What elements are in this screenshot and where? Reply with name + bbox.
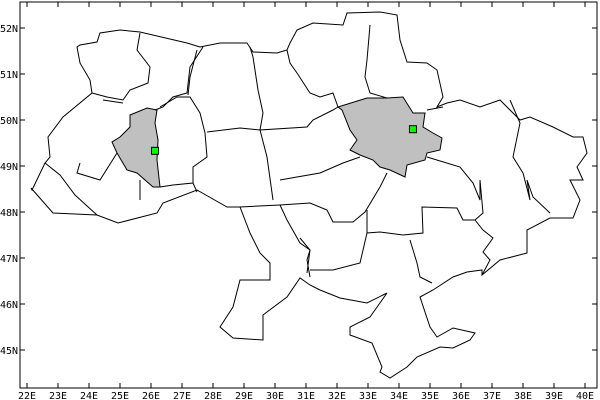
y-tick-label: 49N (0, 162, 18, 173)
x-tick-label: 31E (297, 391, 315, 400)
region-border (509, 99, 551, 214)
region-border (409, 239, 433, 284)
region-border (426, 106, 444, 111)
x-tick-label: 23E (49, 391, 67, 400)
y-tick-label: 51N (0, 70, 18, 81)
x-tick-label: 32E (328, 391, 346, 400)
region-border (379, 172, 388, 188)
country-outline (30, 11, 588, 379)
y-tick-label: 52N (0, 24, 18, 35)
region-border (102, 99, 124, 104)
region-border (402, 179, 484, 236)
region-border (154, 46, 204, 111)
location-marker-2[interactable] (408, 125, 417, 134)
highlighted-region-1[interactable] (111, 107, 161, 188)
y-tick-label: 45N (0, 346, 18, 357)
region-layer (111, 96, 443, 188)
x-tick-label: 30E (266, 391, 284, 400)
region-border (91, 32, 151, 101)
region-border (310, 231, 404, 271)
region-border (279, 156, 361, 181)
x-tick-label: 36E (452, 391, 470, 400)
location-marker-1[interactable] (151, 146, 160, 155)
x-tick-label: 24E (80, 391, 98, 400)
region-border (76, 152, 118, 181)
marker-layer (151, 125, 417, 155)
x-tick-label: 35E (421, 391, 439, 400)
region-border (279, 204, 311, 274)
region-border (259, 106, 339, 201)
x-tick-label: 29E (235, 391, 253, 400)
border-layer (30, 11, 588, 379)
x-tick-label: 37E (483, 391, 501, 400)
region-border (299, 237, 311, 278)
y-tick-label: 50N (0, 116, 18, 127)
map-frame (19, 1, 598, 389)
y-tick-label: 48N (0, 208, 18, 219)
region-border (426, 156, 481, 201)
x-tick-label: 26E (142, 391, 160, 400)
region-border (364, 24, 388, 99)
x-tick-label: 25E (111, 391, 129, 400)
y-tick-label: 46N (0, 300, 18, 311)
region-border (286, 49, 339, 108)
x-tick-label: 27E (173, 391, 191, 400)
region-border (159, 96, 208, 188)
region-border (206, 46, 264, 133)
x-tick-label: 33E (359, 391, 377, 400)
region-border (239, 186, 381, 223)
x-tick-label: 22E (18, 391, 36, 400)
y-tick-label: 47N (0, 254, 18, 265)
x-tick-label: 34E (390, 391, 408, 400)
y-axis: 45N 46N 47N 48N 49N 50N 51N 52N (0, 24, 597, 357)
x-axis: 22E 23E 24E 25E 26E 27E 28E 29E 30E 31E 32E 33E 34E 3… (18, 2, 594, 400)
region-border (187, 49, 198, 96)
region-border (474, 219, 494, 276)
x-tick-label: 38E (514, 391, 532, 400)
highlighted-region-2[interactable] (336, 96, 443, 178)
region-border (44, 162, 98, 216)
x-tick-label: 39E (545, 391, 563, 400)
x-tick-label: 28E (204, 391, 222, 400)
region-border (192, 182, 198, 193)
x-tick-label: 40E (576, 391, 594, 400)
